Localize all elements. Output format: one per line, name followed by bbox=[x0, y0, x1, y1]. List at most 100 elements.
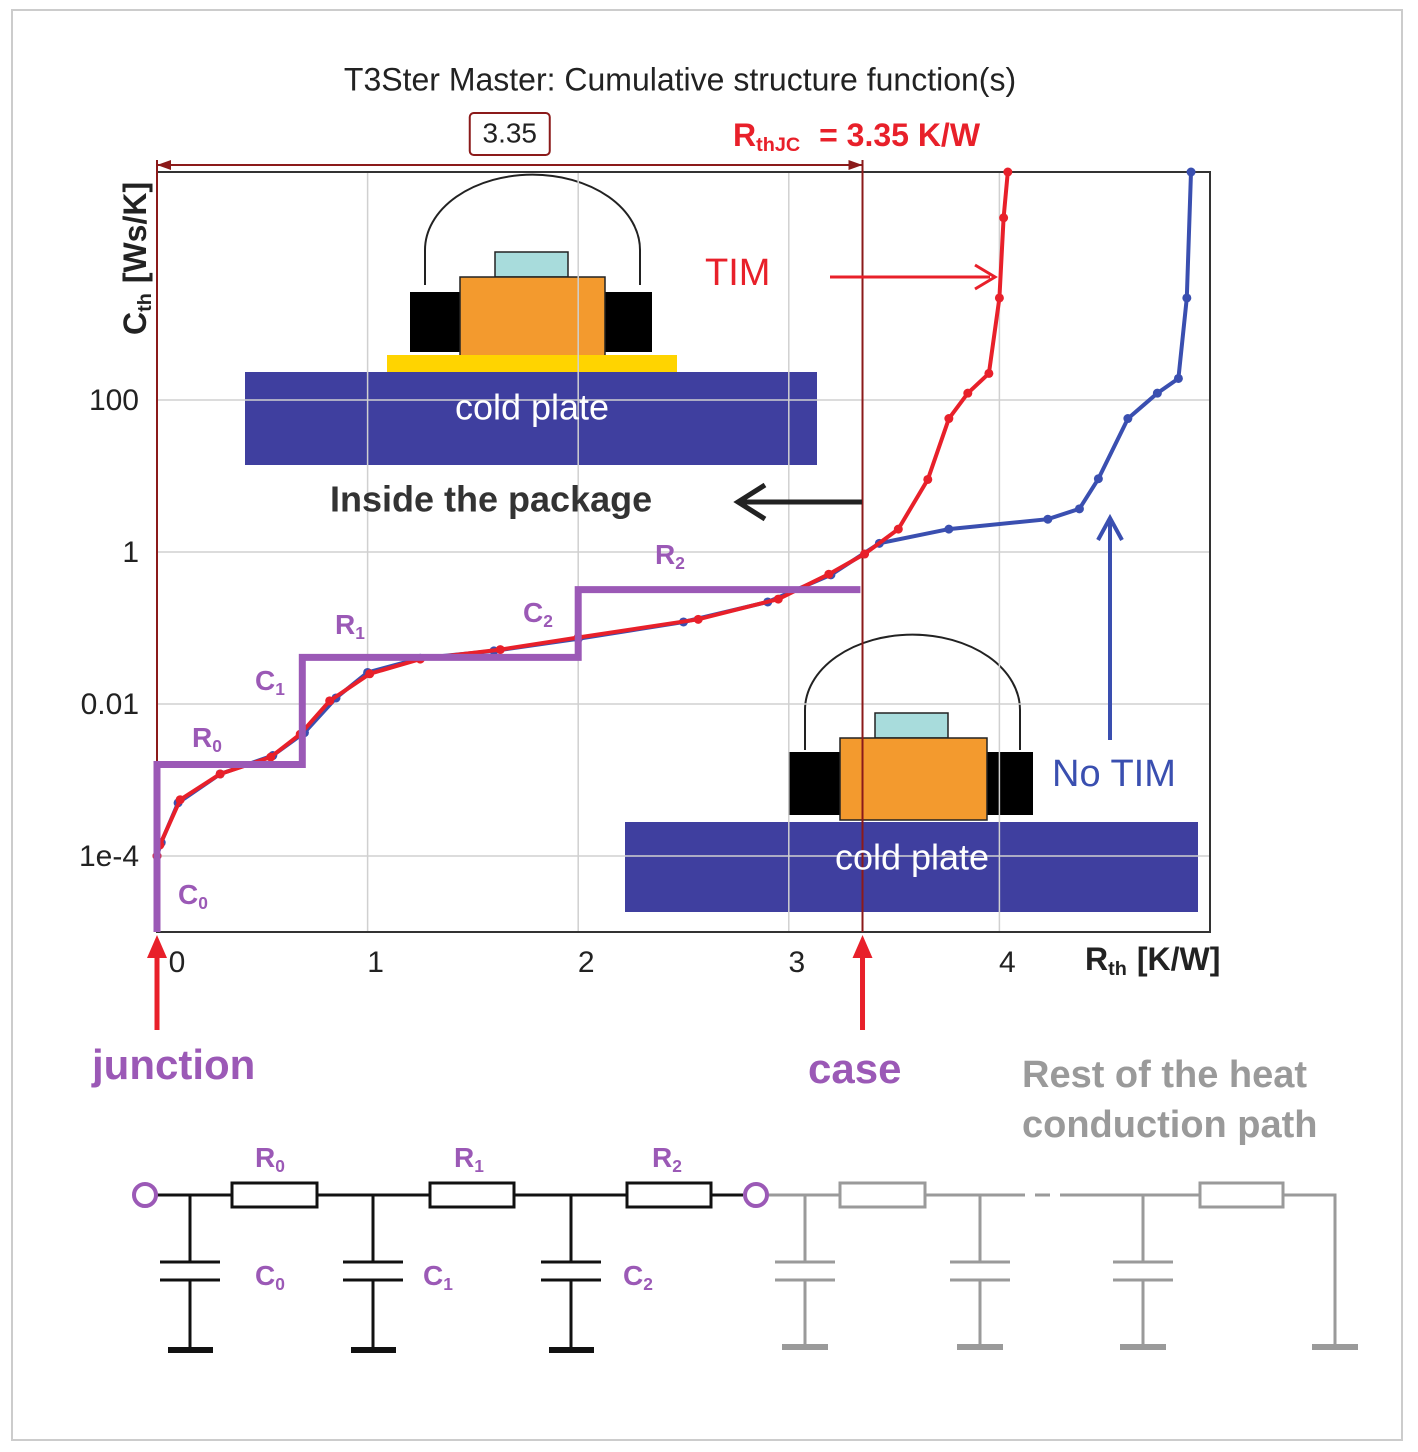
series-point bbox=[1043, 514, 1053, 524]
y-tick-label: 1 bbox=[122, 536, 139, 569]
series-name: TIM bbox=[705, 252, 770, 294]
circuit-label-sub: 1 bbox=[474, 1156, 484, 1176]
series-point bbox=[893, 524, 903, 534]
x-tick-label: 4 bbox=[999, 946, 1016, 979]
series-point bbox=[1003, 167, 1013, 177]
series-point bbox=[215, 769, 225, 779]
step-label-main: C bbox=[178, 879, 198, 910]
series-point bbox=[1093, 474, 1103, 484]
series-point bbox=[325, 696, 335, 706]
series-point bbox=[1182, 293, 1192, 303]
case-label: case bbox=[808, 1045, 901, 1092]
series-point bbox=[923, 474, 933, 484]
border bbox=[11, 9, 1403, 1441]
step-label: C1 bbox=[255, 665, 285, 698]
cold-plate-label: cold plate bbox=[835, 837, 989, 878]
y-axis-label: Cth [Ws/K] bbox=[117, 182, 156, 335]
junction-label: junction bbox=[91, 1041, 255, 1088]
step-label-sub: 2 bbox=[675, 553, 685, 573]
x-tick-label: 0 bbox=[169, 946, 186, 979]
series-point bbox=[693, 614, 703, 624]
step-label-sub: 0 bbox=[212, 736, 222, 756]
step-label-sub: 0 bbox=[198, 893, 208, 913]
circuit bbox=[132, 1181, 1358, 1353]
circuit-label-main: C bbox=[623, 1260, 643, 1291]
cold-plate-label: cold plate bbox=[455, 387, 609, 428]
rthjc-label-rest: = 3.35 K/W bbox=[810, 117, 981, 153]
red-arrowheads bbox=[147, 935, 873, 958]
package-no-tim bbox=[625, 633, 1198, 912]
x-tick-label: 3 bbox=[788, 946, 805, 979]
x-tick-label: 1 bbox=[367, 946, 384, 979]
y-tick-label: 100 bbox=[89, 384, 139, 417]
series-point bbox=[1186, 167, 1196, 177]
series-point bbox=[944, 414, 954, 424]
circuit-label: C1 bbox=[423, 1260, 453, 1293]
circuit-label: C0 bbox=[255, 1260, 285, 1293]
series-point bbox=[824, 569, 834, 579]
x-axis-label-sub: th bbox=[1108, 958, 1127, 980]
series-line bbox=[155, 171, 1193, 857]
series-point bbox=[1074, 504, 1084, 514]
no-tim-arrow bbox=[1096, 513, 1124, 740]
series-name: No TIM bbox=[1052, 753, 1176, 795]
y-axis-label-sub: th bbox=[134, 293, 156, 312]
step-label-sub: 1 bbox=[275, 679, 285, 699]
value-label: 3.35 bbox=[483, 117, 538, 148]
step-label-sub: 1 bbox=[355, 623, 365, 643]
y-tick-label: 0.01 bbox=[81, 688, 139, 721]
rest-label: Rest of the heat bbox=[1022, 1054, 1307, 1096]
step-label: C2 bbox=[523, 597, 553, 630]
value-box bbox=[468, 112, 551, 156]
tim-arrow bbox=[830, 263, 998, 291]
rthjc-label-sub: thJC bbox=[756, 134, 800, 156]
step-label-main: C bbox=[523, 597, 543, 628]
circuit-label: R1 bbox=[454, 1142, 484, 1175]
step-label-sub: 2 bbox=[543, 611, 553, 631]
series-point bbox=[175, 795, 185, 805]
circuit-label: C2 bbox=[623, 1260, 653, 1293]
x-axis-label: Rth [K/W] bbox=[1085, 941, 1220, 980]
circuit-label-main: R bbox=[652, 1142, 672, 1173]
rthjc-label-main: R bbox=[733, 117, 756, 153]
y-axis-label-main: C bbox=[117, 312, 153, 335]
circuit-label-sub: 0 bbox=[275, 1274, 285, 1294]
step-label: R0 bbox=[192, 722, 222, 755]
circuit-label-main: R bbox=[255, 1142, 275, 1173]
step-label-main: R bbox=[192, 722, 212, 753]
series-point bbox=[1152, 388, 1162, 398]
chart-title: T3Ster Master: Cumulative structure func… bbox=[344, 61, 1016, 97]
series-point bbox=[999, 213, 1009, 223]
circuit-label-main: C bbox=[423, 1260, 443, 1291]
series-point bbox=[984, 368, 994, 378]
rthjc-label: RthJC = 3.35 K/W bbox=[733, 117, 981, 156]
circuit-label-main: C bbox=[255, 1260, 275, 1291]
step-line bbox=[153, 586, 861, 932]
step-label-main: R bbox=[655, 539, 675, 570]
step-label: R1 bbox=[335, 609, 365, 642]
series-point bbox=[773, 594, 783, 604]
step-label: C0 bbox=[178, 879, 208, 912]
circuit-label: R2 bbox=[652, 1142, 682, 1175]
package-with-tim bbox=[245, 173, 817, 465]
x-tick-label: 2 bbox=[578, 946, 595, 979]
circuit-label-sub: 1 bbox=[443, 1274, 453, 1294]
inside-arrow bbox=[733, 482, 862, 522]
circuit-label-sub: 0 bbox=[275, 1156, 285, 1176]
series-point bbox=[266, 752, 276, 762]
x-axis-label-rest: [K/W] bbox=[1137, 941, 1221, 977]
y-axis-label-rest: [Ws/K] bbox=[117, 182, 153, 283]
series-point bbox=[1173, 373, 1183, 383]
circuit-label-sub: 2 bbox=[672, 1156, 682, 1176]
circuit-label-sub: 2 bbox=[643, 1274, 653, 1294]
y-tick-label: 1e-4 bbox=[79, 840, 139, 873]
circuit-label: R0 bbox=[255, 1142, 285, 1175]
x-axis-label-main: R bbox=[1085, 941, 1108, 977]
series-point bbox=[860, 549, 870, 559]
series-point bbox=[365, 669, 375, 679]
red-arrows bbox=[154, 955, 866, 1030]
series-point bbox=[994, 293, 1004, 303]
step-label-main: R bbox=[335, 609, 355, 640]
